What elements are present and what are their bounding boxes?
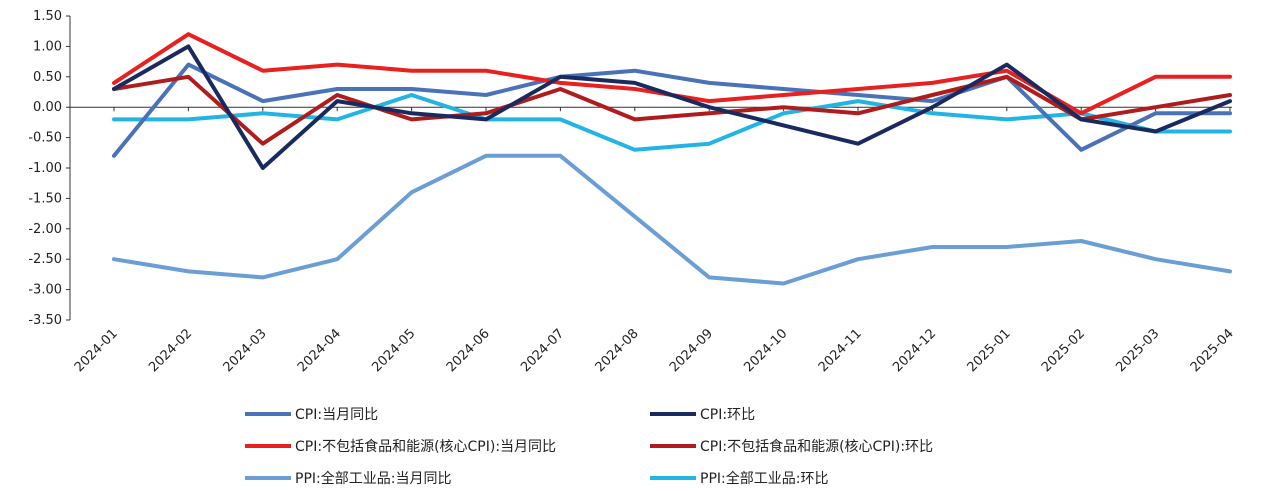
y-tick-label: -3.00 xyxy=(28,283,62,298)
y-tick-label: -3.50 xyxy=(28,313,62,328)
y-axis: 1.50 1.00 0.50 0.00 -0.50 -1.00 -1.50 -2.00 -2.5… xyxy=(28,9,71,328)
x-tick-label: 2024-10 xyxy=(741,326,790,375)
series-line-4 xyxy=(112,153,1232,286)
x-tick-label: 2024-04 xyxy=(295,326,344,375)
y-tick-label: -2.50 xyxy=(28,252,62,267)
series-line-2 xyxy=(112,32,1232,116)
series-line-3 xyxy=(112,74,1232,146)
y-tick-label: -2.00 xyxy=(28,222,62,237)
x-tick-label: 2025-01 xyxy=(965,326,1014,375)
series-line-1 xyxy=(112,44,1232,170)
y-tick-label: 1.50 xyxy=(33,9,62,24)
y-tick-label: -0.50 xyxy=(28,131,62,146)
x-tick-label: 2024-01 xyxy=(72,326,121,375)
x-tick-label: 2025-02 xyxy=(1039,326,1088,375)
x-tick-label: 2024-03 xyxy=(221,326,270,375)
legend: CPI:当月同比 CPI:环比 CPI:不包括食品和能源(核心CPI):当月同比 CP… xyxy=(245,407,933,487)
legend-label: CPI:不包括食品和能源(核心CPI):环比 xyxy=(700,438,933,455)
legend-label: CPI:不包括食品和能源(核心CPI):当月同比 xyxy=(295,438,556,455)
x-tick-label: 2024-09 xyxy=(667,326,716,375)
series-line-0 xyxy=(112,62,1232,158)
x-tick-label: 2025-04 xyxy=(1188,326,1237,375)
legend-label: CPI:当月同比 xyxy=(295,407,378,423)
x-tick-label: 2024-07 xyxy=(518,326,567,375)
series-line-5 xyxy=(112,93,1232,152)
y-tick-label: -1.00 xyxy=(28,161,62,176)
x-tick-label: 2025-03 xyxy=(1113,326,1162,375)
x-tick-label: 2024-08 xyxy=(593,326,642,375)
legend-label: PPI:全部工业品:当月同比 xyxy=(295,470,451,487)
y-tick-label: 0.50 xyxy=(33,70,62,85)
y-tick-label: 0.00 xyxy=(33,100,62,115)
y-tick-label: -1.50 xyxy=(28,191,62,206)
x-tick-label: 2024-06 xyxy=(444,326,493,375)
x-tick-label: 2024-12 xyxy=(890,326,939,375)
legend-label: CPI:环比 xyxy=(700,407,755,423)
y-tick-label: 1.00 xyxy=(33,39,62,54)
series-lines xyxy=(112,32,1232,286)
x-tick-label: 2024-02 xyxy=(146,326,195,375)
legend-label: PPI:全部工业品:环比 xyxy=(700,470,828,487)
x-tick-label: 2024-11 xyxy=(816,326,865,375)
x-tick-label: 2024-05 xyxy=(369,326,418,375)
